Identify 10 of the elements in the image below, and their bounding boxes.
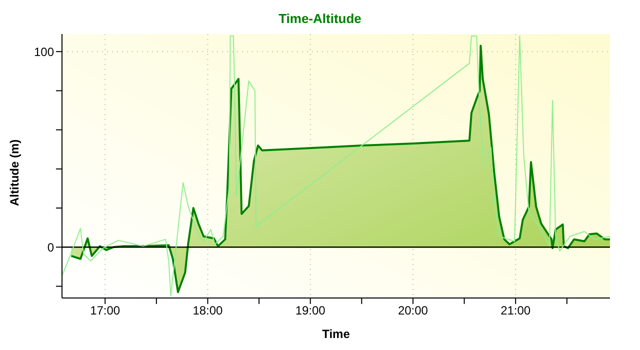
y-tick-label: 100 <box>34 44 54 59</box>
y-axis-title: Altitude (m) <box>7 139 22 206</box>
x-tick-label: 17:00 <box>90 304 120 318</box>
x-tick-label: 18:00 <box>192 304 224 318</box>
x-tick-label: 21:00 <box>500 304 531 318</box>
x-tick-label: 19:00 <box>295 304 326 318</box>
chart-title: Time-Altitude <box>278 10 362 28</box>
x-axis-title: Time <box>322 327 350 341</box>
x-tick-label: 20:00 <box>398 304 428 318</box>
y-tick-label: 0 <box>47 240 54 254</box>
